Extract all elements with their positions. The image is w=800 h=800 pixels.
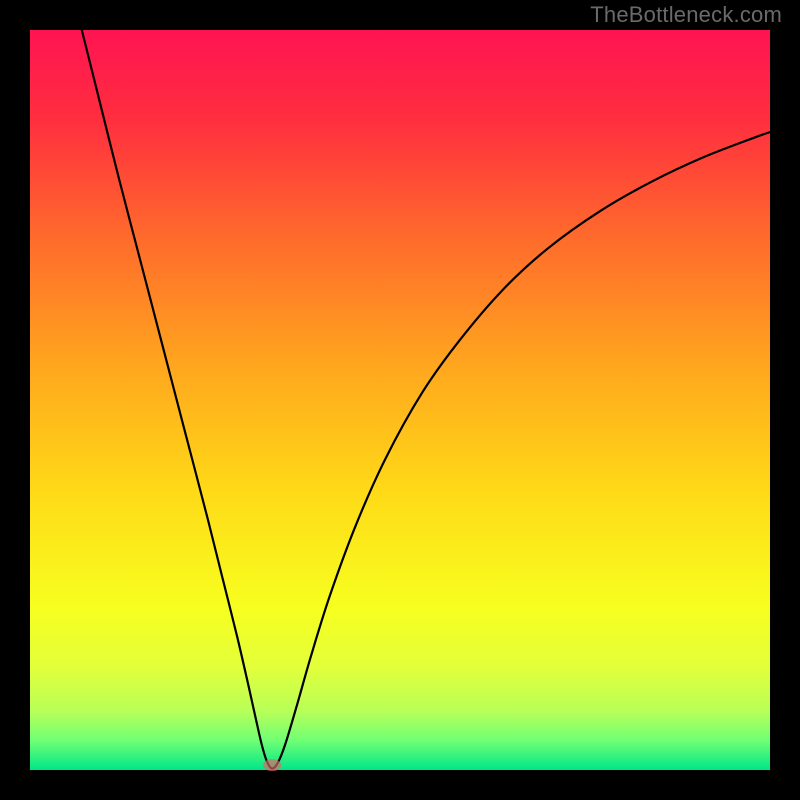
bottleneck-marker [263,759,281,771]
chart-curve [30,30,770,770]
curve-path [82,30,770,769]
chart-plot-area [30,30,770,770]
watermark-text: TheBottleneck.com [590,2,782,28]
